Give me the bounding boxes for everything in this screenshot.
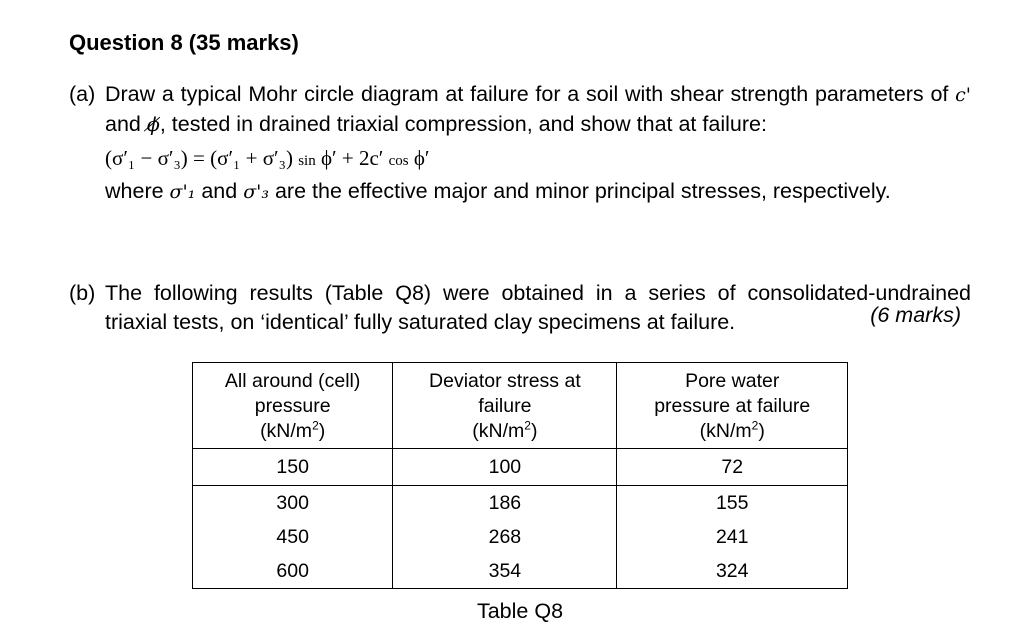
part-b: (b) The following results (Table Q8) wer… [69,279,971,337]
table-header-row: All around (cell) pressure (kN/m2) Deviato… [191,362,848,449]
part-a-body: Draw a typical Mohr circle diagram at fa… [105,80,971,207]
results-table: All around (cell) pressure (kN/m2) Deviato… [191,362,848,589]
part-a-label: (a) [69,82,96,106]
phi-symbol: ϕ̸ [146,114,160,136]
table-cell: 72 [616,448,848,486]
c-symbol: c' [955,84,971,106]
header-cell-pore: Pore water pressure at failure (kN/m2) [616,362,848,449]
table-cell: 241 [616,520,848,554]
header-cell-deviator: Deviator stress at failure (kN/m2) [392,362,618,449]
table-row: 300 186 155 [191,485,848,520]
header-cell-pressure: All around (cell) pressure (kN/m2) [191,362,394,449]
table-caption: Table Q8 [476,599,564,623]
table-cell: 186 [392,485,618,520]
part-a-instruction: Draw a typical Mohr circle diagram at fa… [105,82,971,136]
failure-equation: (σ′₁ − σ′₃) = (σ′₁ + σ′₃) sin ϕ′ + 2c′ c… [105,146,430,170]
table-cell: 300 [191,485,394,520]
table-row: 600 354 324 [191,554,848,589]
where-clause: where σ'₁ and σ'₃ are the effective majo… [105,179,891,203]
table-cell: 450 [191,520,394,554]
table-cell: 155 [616,485,848,520]
table-row: 150 100 72 [191,448,848,486]
part-b-text: The following results (Table Q8) were ob… [105,281,971,334]
table-cell: 600 [191,554,394,589]
table-cell: 100 [392,448,618,486]
part-a: (a) Draw a typical Mohr circle diagram a… [69,80,971,327]
part-a-marks: (6 marks) [870,303,961,327]
table-cell: 324 [616,554,848,589]
question-title: Question 8 (35 marks) [69,30,299,55]
table-row: 450 268 241 [191,520,848,554]
table-cell: 268 [392,520,618,554]
table-cell: 150 [191,448,394,486]
table-cell: 354 [392,554,618,589]
part-b-label: (b) [69,281,96,305]
